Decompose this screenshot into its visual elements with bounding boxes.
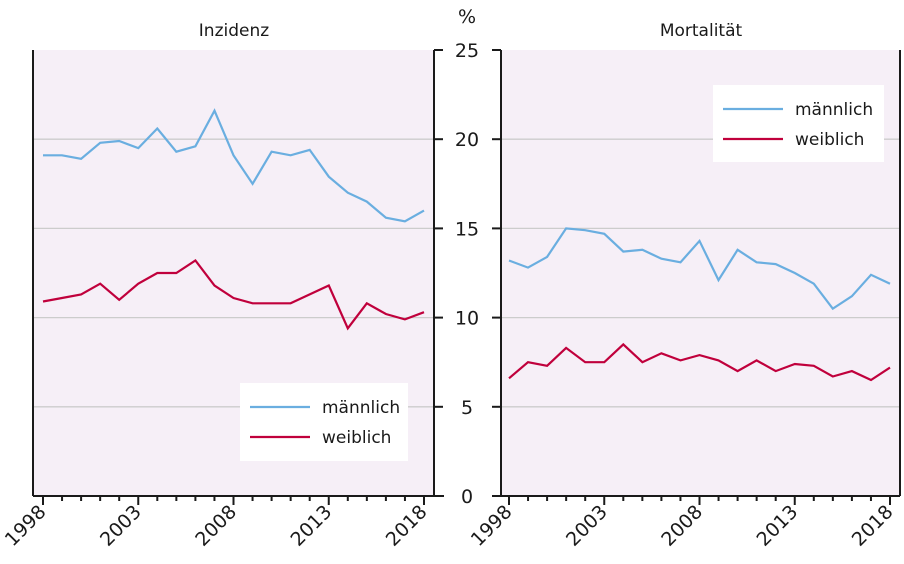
panel-mortalitaet: 1998 2003 2008 2013 2018 männlich weiblich <box>467 49 901 551</box>
y-tick-label: 25 <box>455 40 479 62</box>
legend-box <box>713 85 884 162</box>
x-tick-label: 2008 <box>657 501 707 551</box>
x-tick-label: 2013 <box>753 501 803 551</box>
series-line-maennlich <box>43 108 425 223</box>
x-tick-label: 2018 <box>848 501 898 551</box>
x-tick-label: 2018 <box>382 501 432 551</box>
legend: männlich weiblich <box>713 85 884 162</box>
legend-label: weiblich <box>322 428 391 448</box>
x-tick-label: 2008 <box>191 501 241 551</box>
x-tick-label: 1998 <box>467 501 517 551</box>
y-tick-label: 5 <box>461 397 473 419</box>
y-tick-label: 0 <box>461 486 473 508</box>
x-tick-label: 2003 <box>96 501 146 551</box>
y-tick-label: 10 <box>455 308 479 330</box>
chart-title-mortalitaet: Mortalität <box>660 21 743 41</box>
legend-label: männlich <box>322 398 400 418</box>
legend-label: weiblich <box>795 130 864 150</box>
series-line-weiblich <box>508 342 891 382</box>
y-tick-label: 15 <box>455 218 479 240</box>
x-tick-label: 2013 <box>287 501 337 551</box>
panel-inzidenz: 1998 2003 2008 2013 2018 männlich weiblich <box>1 49 444 551</box>
x-tick-label: 1998 <box>1 501 51 551</box>
legend-box <box>240 383 408 461</box>
series-line-weiblich <box>42 259 425 331</box>
series-line-maennlich <box>508 227 891 311</box>
legend-label: männlich <box>795 100 873 120</box>
y-axis-unit-label: % <box>458 6 476 28</box>
y-tick-label: 20 <box>455 129 479 151</box>
chart-title-inzidenz: Inzidenz <box>199 21 269 41</box>
legend: männlich weiblich <box>240 383 408 461</box>
x-tick-label: 2003 <box>562 501 612 551</box>
